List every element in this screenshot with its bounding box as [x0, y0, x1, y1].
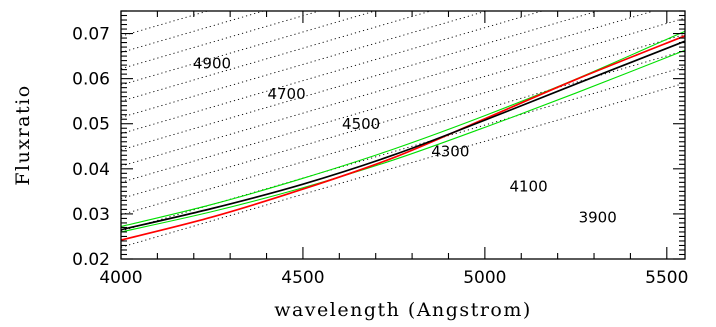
y-tick-label-0.05: 0.05 — [72, 115, 110, 135]
contour-line-14 — [121, 11, 210, 37]
plot-frame — [120, 10, 686, 260]
x-tick-label-5500: 5500 — [645, 268, 688, 288]
y-tick-label-0.04: 0.04 — [72, 160, 110, 180]
y-tick-label-0.02: 0.02 — [72, 250, 110, 270]
axis-ticks — [120, 10, 685, 260]
x-axis-tick-labels: 4000 4500 5000 5500 — [99, 268, 688, 288]
contour-label-3900: 3900 — [579, 208, 617, 226]
curve-3 — [121, 35, 685, 241]
x-tick-label-5000: 5000 — [463, 268, 506, 288]
temperature-contour-labels: 4900 4700 4500 4300 4100 3900 — [193, 54, 617, 226]
y-axis-label: Fluxratio — [12, 84, 34, 185]
contour-line-10 — [121, 11, 433, 102]
flux-ratio-curves — [121, 30, 685, 241]
x-tick-label-4000: 4000 — [99, 268, 142, 288]
y-tick-label-0.07: 0.07 — [72, 25, 110, 45]
contour-line-5 — [121, 17, 685, 183]
y-tick-label-0.06: 0.06 — [72, 70, 110, 90]
curve-2 — [121, 49, 685, 233]
contour-label-4100: 4100 — [509, 177, 547, 195]
y-tick-label-0.03: 0.03 — [72, 205, 110, 225]
y-axis-tick-labels: 0.02 0.03 0.04 0.05 0.06 0.07 — [72, 25, 110, 270]
curve-4 — [121, 40, 685, 231]
contour-label-4700: 4700 — [267, 85, 305, 103]
x-axis-label: wavelength (Angstrom) — [274, 299, 532, 321]
contour-label-4900: 4900 — [193, 54, 231, 72]
contour-label-4300: 4300 — [431, 143, 469, 161]
contour-label-4500: 4500 — [342, 115, 380, 133]
contour-line-13 — [121, 11, 266, 53]
x-tick-label-4500: 4500 — [281, 268, 324, 288]
